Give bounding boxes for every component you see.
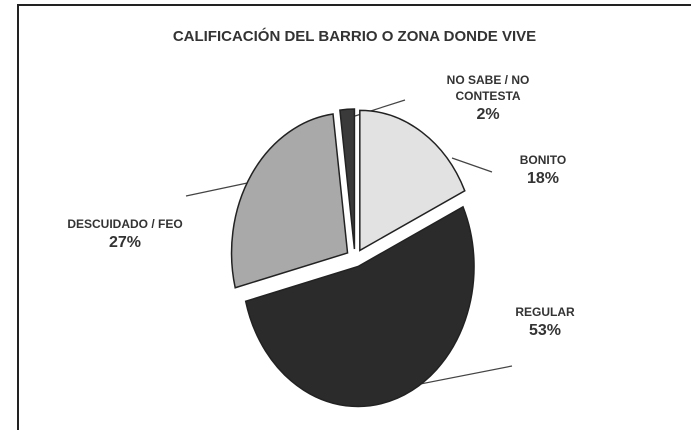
leader-line bbox=[451, 157, 493, 173]
value-label: 2% bbox=[476, 106, 500, 123]
slice-label: NO SABE / NO CONTESTA 2% bbox=[433, 72, 543, 126]
category-label: DESCUIDADO / FEO bbox=[67, 217, 183, 231]
pie-slice bbox=[359, 109, 466, 252]
category-label: NO SABE / NO CONTESTA bbox=[446, 73, 530, 103]
slice-label: DESCUIDADO / FEO 27% bbox=[45, 216, 205, 254]
value-label: 27% bbox=[108, 234, 142, 251]
leader-line bbox=[185, 181, 253, 197]
pie-slice bbox=[230, 113, 349, 289]
pie-slice bbox=[339, 108, 356, 250]
category-label: REGULAR bbox=[515, 305, 575, 319]
slice-label: REGULAR 53% bbox=[495, 304, 595, 342]
value-label: 53% bbox=[528, 322, 562, 339]
chart-title: CALIFICACIÓN DEL BARRIO O ZONA DONDE VIV… bbox=[172, 28, 537, 45]
pie-slice bbox=[244, 205, 475, 408]
value-label: 18% bbox=[526, 170, 560, 187]
frame bbox=[17, 4, 691, 430]
category-label: BONITO bbox=[519, 153, 567, 167]
slice-label: BONITO 18% bbox=[498, 152, 588, 190]
